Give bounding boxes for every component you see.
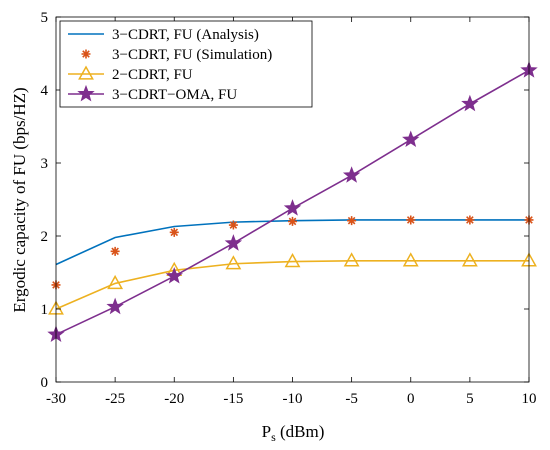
y-tick-label: 0 [41,375,49,391]
legend-label: 3−CDRT, FU (Analysis) [112,27,259,43]
legend-item-4: 3−CDRT−OMA, FU [68,84,237,103]
y-tick-label: 1 [41,302,49,318]
x-tick-label: 5 [466,391,474,407]
data-point [342,166,361,183]
legend-label: 3−CDRT−OMA, FU [112,87,237,103]
data-point [165,267,183,284]
data-point [228,220,238,230]
data-point [107,274,124,290]
data-point [402,252,419,267]
x-tick-label: -20 [164,391,184,407]
data-point [406,215,416,225]
legend-marker [81,49,91,59]
series-2 [51,215,534,290]
legend-item-2: 3−CDRT, FU (Simulation) [81,47,272,63]
series-1 [55,219,529,266]
data-point [288,216,297,226]
data-point [283,199,302,216]
data-point [224,234,243,251]
x-tick-label: -30 [46,391,66,407]
x-tick-label: 0 [407,391,415,407]
y-tick-label: 5 [41,10,49,26]
legend-item-3: 2−CDRT, FU [68,65,193,83]
data-point [461,252,478,267]
data-point [343,252,360,267]
x-tick-label: -10 [283,391,303,407]
x-axis-label-main: P [262,422,271,441]
legend-label: 2−CDRT, FU [112,67,193,83]
data-point [461,94,479,112]
data-point [169,227,179,237]
y-tick-label: 3 [41,156,49,172]
data-point [110,246,120,256]
legend-label: 3−CDRT, FU (Simulation) [112,47,272,63]
x-axis-label: Ps (dBm) [262,422,325,444]
x-tick-label: -5 [345,391,358,407]
data-point [106,297,124,315]
legend-box [59,20,313,108]
y-tick-label: 2 [41,229,49,245]
legend-item-1: 3−CDRT, FU (Analysis) [68,27,259,43]
data-point [402,130,420,148]
data-point [225,255,242,270]
data-point [347,216,357,226]
legend-marker [77,84,95,102]
x-tick-label: 10 [522,391,537,407]
axes: -30 -25 -20 -15 -10 -5 0 5 10 0 1 2 3 4 5 [41,10,537,407]
legend-marker [78,65,94,80]
y-axis-label: Ergodic capacity of FU (bps/HZ) [10,87,29,312]
legend: 3−CDRT, FU (Analysis) 3−CDRT, FU (Simulat… [59,20,313,108]
x-axis-label-subscript: s [271,430,276,444]
y-tick-label: 4 [41,83,49,99]
x-axis-label-unit: (dBm) [276,422,325,441]
x-tick-label: -15 [223,391,243,407]
x-tick-label: -25 [105,391,125,407]
series-line [55,219,529,266]
series-line [55,260,529,310]
data-point [284,253,301,268]
data-point [465,215,475,225]
